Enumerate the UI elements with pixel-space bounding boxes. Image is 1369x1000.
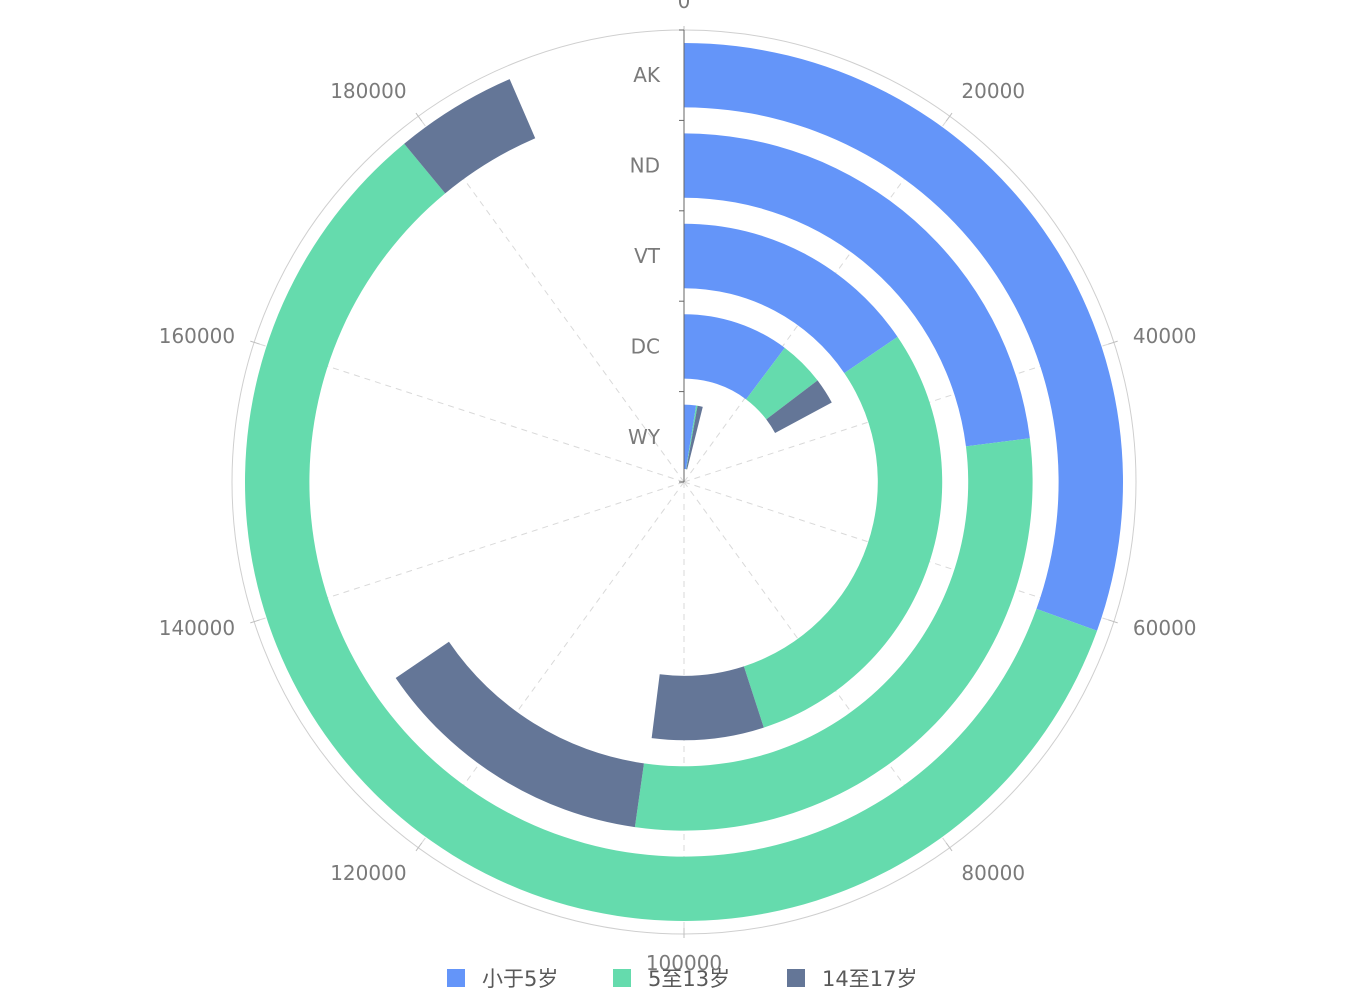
radius-category-label: WY — [628, 425, 661, 449]
angle-tick-label: 0 — [678, 0, 691, 13]
angle-tick-label: 40000 — [1133, 324, 1197, 348]
bar-segment[interactable] — [743, 336, 943, 728]
bar-segment[interactable] — [651, 666, 764, 741]
angle-tick-label: 20000 — [961, 79, 1025, 103]
legend-swatch[interactable] — [613, 969, 631, 987]
angle-tick-mark — [1108, 619, 1118, 624]
bars-layer — [245, 43, 1123, 921]
bar-segment[interactable] — [746, 347, 818, 420]
legend-swatch[interactable] — [447, 969, 465, 987]
angle-tick-label: 60000 — [1133, 616, 1197, 640]
legend-label[interactable]: 14至17岁 — [822, 967, 917, 991]
angle-tick-label: 80000 — [961, 861, 1025, 885]
bar-segment[interactable] — [404, 79, 536, 194]
bar-segment[interactable] — [766, 380, 832, 434]
legend-label[interactable]: 5至13岁 — [648, 967, 730, 991]
bar-segment[interactable] — [684, 223, 898, 374]
angle-tick-mark — [250, 340, 260, 345]
radius-category-label: AK — [633, 63, 661, 87]
angle-tick-mark — [250, 619, 260, 624]
angle-tick-mark — [1108, 340, 1118, 345]
angle-tick-label: 120000 — [330, 861, 406, 885]
axis-layer: 0 20000 40000 60000 80000 100000 120000 140000 1… — [159, 0, 1197, 975]
angle-tick-mark — [945, 112, 953, 122]
angle-tick-label: 140000 — [159, 616, 235, 640]
bar-segment[interactable] — [684, 314, 785, 400]
angle-tick-mark — [415, 842, 423, 852]
bar-segment[interactable] — [684, 133, 1030, 447]
legend: 小于5岁 5至13岁 14至17岁 — [447, 967, 917, 991]
angle-tick-label: 100000 — [646, 951, 722, 975]
bar-segment[interactable] — [684, 43, 1123, 631]
legend-swatch[interactable] — [787, 969, 805, 987]
bar-segment[interactable] — [684, 404, 697, 470]
bar-segment[interactable] — [686, 405, 698, 470]
radius-category-label: DC — [631, 334, 660, 358]
radius-category-label: VT — [634, 244, 661, 268]
angle-tick-label: 180000 — [330, 79, 406, 103]
angle-tick-mark — [415, 112, 423, 122]
bar-segment[interactable] — [395, 641, 644, 828]
bar-segment[interactable] — [686, 405, 703, 470]
bar-segment[interactable] — [634, 438, 1033, 831]
legend-label[interactable]: 小于5岁 — [482, 967, 558, 991]
angle-tick-label: 160000 — [159, 324, 235, 348]
radius-category-label: ND — [630, 154, 660, 178]
angle-tick-mark — [945, 842, 953, 852]
